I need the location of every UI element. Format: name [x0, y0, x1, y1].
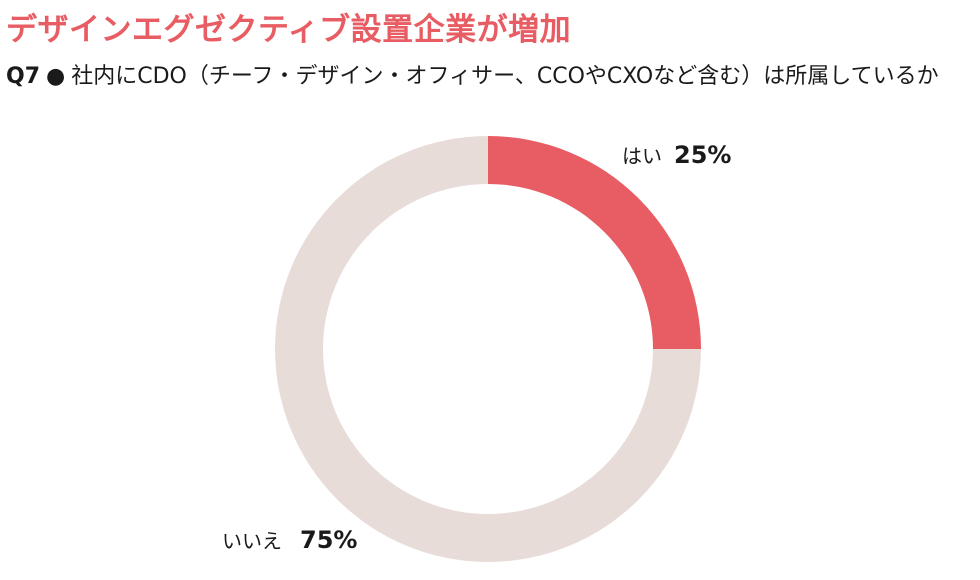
- page-title: デザインエグゼクティブ設置企業が増加: [6, 12, 572, 48]
- donut-slices: [275, 136, 701, 562]
- donut-slice-0: [488, 136, 701, 349]
- bullet-icon: ●: [46, 64, 66, 89]
- question-body: 社内にCDO（チーフ・デザイン・オフィサー、CCOやCXOなど含む）は所属してい…: [71, 64, 939, 89]
- slice-label-yes-value: 25%: [674, 141, 731, 169]
- question-text: Q7 ● 社内にCDO（チーフ・デザイン・オフィサー、CCOやCXOなど含む）は所属…: [6, 62, 976, 91]
- question-number: Q7: [6, 64, 41, 89]
- slice-label-yes-text: はい: [622, 144, 662, 168]
- slice-label-no-text: いいえ: [222, 529, 282, 553]
- slice-label-no-value: 75%: [300, 526, 357, 554]
- slice-label-no: いいえ 75%: [222, 526, 357, 554]
- slice-label-yes: はい 25%: [622, 141, 731, 169]
